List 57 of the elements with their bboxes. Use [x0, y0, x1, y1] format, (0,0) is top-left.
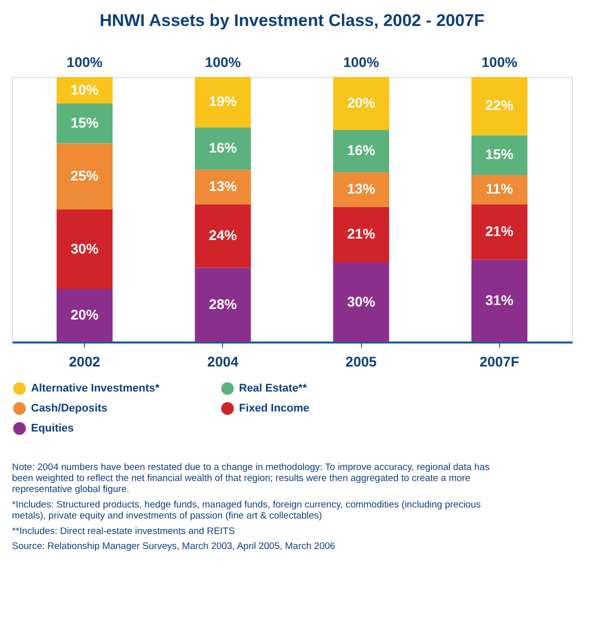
source-note: Source: Relationship Manager Surveys, March 2003, April 2005, March 2006: [12, 541, 336, 552]
text: *Includes: Structured products, hedge funds, managed funds, foreign currency, commodities (including precious metals), private equity and investments of passion (fine art & collectables): [12, 499, 481, 522]
bar: [56, 104, 113, 144]
text: **Includes: Direct real-estate investments and REITS: [12, 526, 235, 537]
legend-label: Fixed Income: [239, 402, 310, 414]
bar: [471, 175, 528, 204]
bar: [471, 77, 528, 136]
x-tick-label: 2004: [207, 354, 239, 370]
data-label: 25%: [70, 167, 100, 184]
data-label: 21%: [347, 226, 376, 242]
data-label: 16%: [347, 142, 376, 158]
data-label: 11%: [486, 180, 514, 197]
data-label: 30%: [70, 240, 100, 256]
bar: [471, 135, 528, 176]
data-label: 20%: [347, 94, 376, 110]
bar: [471, 204, 528, 260]
x-tick-label: 2005: [346, 354, 377, 370]
data-label: 19%: [208, 93, 238, 110]
bar: [56, 143, 113, 210]
legend-label: Real Estate**: [239, 382, 308, 395]
data-label: 21%: [485, 223, 514, 240]
legend-label: Equities: [31, 422, 74, 434]
bar: [333, 77, 390, 130]
data-label: 31%: [485, 292, 514, 308]
bar: [56, 210, 113, 289]
total-label: 100%: [66, 54, 104, 70]
data-label: 10%: [70, 81, 100, 98]
bar: [333, 130, 390, 172]
bar: [56, 289, 113, 342]
data-label: 22%: [485, 97, 514, 114]
x-tick-label: 2002: [69, 354, 100, 370]
total-label: 100%: [204, 54, 242, 70]
data-label: 13%: [208, 178, 238, 194]
bar: [333, 172, 390, 207]
legend-label: Alternative Investments*: [31, 382, 160, 395]
data-label: 30%: [347, 293, 376, 310]
bar: [471, 260, 528, 342]
bar: [194, 170, 251, 204]
bar: [333, 206, 390, 262]
data-label: 15%: [70, 114, 100, 130]
data-label: 20%: [70, 306, 100, 322]
data-label: 16%: [208, 140, 238, 156]
legend-label: Cash/Deposits: [31, 402, 108, 414]
bar: [194, 127, 251, 170]
data-label: 15%: [485, 146, 514, 162]
data-label: 24%: [208, 227, 238, 243]
bar: [194, 204, 251, 268]
bar: [194, 77, 251, 128]
total-label: 100%: [343, 54, 380, 70]
chart-title: HNWI Assets by Investment Class, 2002 - 2007F: [100, 11, 484, 30]
total-label: 100%: [482, 54, 518, 70]
bar: [333, 262, 390, 342]
data-label: 13%: [347, 180, 376, 197]
data-label: 28%: [208, 296, 238, 312]
x-tick-label: 2007F: [480, 354, 520, 370]
text: Note: 2004 numbers have been restated due to a change in methodology: To improve accuracy, regional data has been weighted to reflect the net financial wealth of that region; results were then aggregated to create a more representative global figure.: [12, 462, 490, 495]
bar: [194, 268, 251, 342]
